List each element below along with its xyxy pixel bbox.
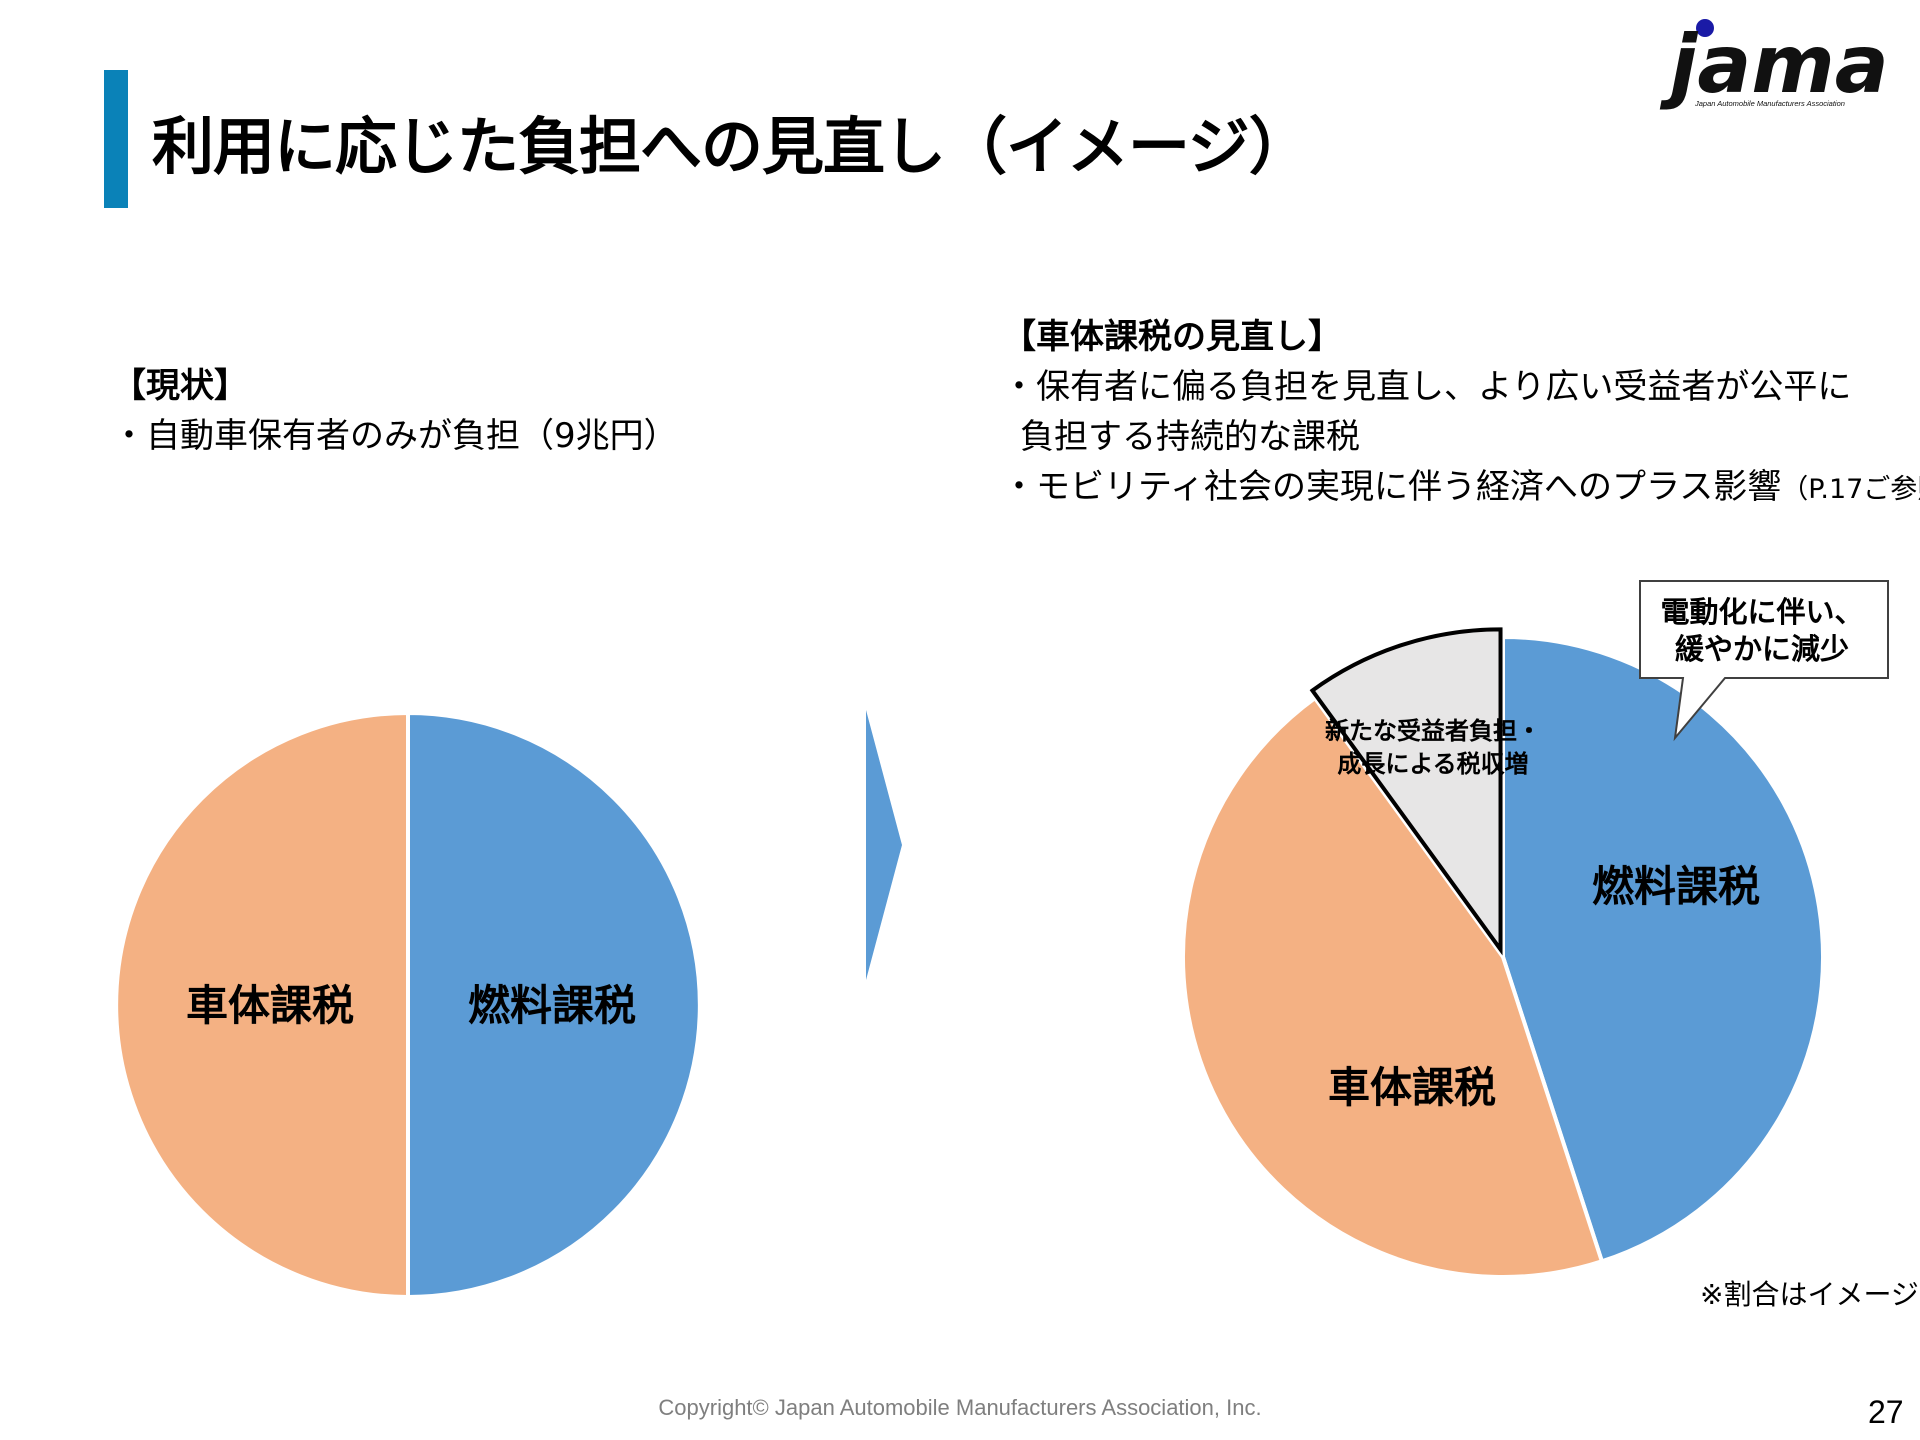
pie-slice-fuel-tax — [406, 710, 702, 1300]
logo-text: jama — [1659, 18, 1889, 111]
revision-bullet-1-line-1: ・保有者に偏る負担を見直し、より広い受益者が公平に — [1002, 367, 1852, 407]
logo-subtext: Japan Automobile Manufacturers Associati… — [1694, 99, 1845, 108]
copyright-footer: Copyright© Japan Automobile Manufacturer… — [658, 1395, 1262, 1420]
current-bullet: ・自動車保有者のみが負担（9兆円） — [112, 416, 678, 456]
pie-label-new-revenue-line-1: 新たな受益者負担・ — [1325, 717, 1541, 745]
pie-label-vehicle-tax: 車体課税 — [1328, 1063, 1496, 1112]
current-heading: 【現状】 — [112, 366, 248, 406]
revision-block: 【車体課税の見直し】 ・保有者に偏る負担を見直し、より広い受益者が公平に 負担す… — [1002, 312, 1920, 515]
pie-slice-vehicle-tax — [1181, 695, 1605, 1279]
revision-bullet-2-main: ・モビリティ社会の実現に伴う経済へのプラス影響 — [1002, 467, 1782, 507]
transition-arrow — [866, 710, 902, 980]
title-accent-bar — [104, 70, 128, 208]
callout: 電動化に伴い、 緩やかに減少 — [1639, 580, 1889, 742]
pie-label-vehicle-tax: 車体課税 — [186, 981, 354, 1030]
pie-slice-vehicle-tax — [114, 710, 410, 1300]
current-status-block: 【現状】 ・自動車保有者のみが負担（9兆円） — [112, 361, 678, 461]
pie-slice-fuel-tax — [1501, 634, 1826, 1264]
callout-box — [1639, 580, 1889, 742]
revision-bullet-2-note: （P.17ご参照） — [1781, 474, 1920, 505]
jama-logo: jama Japan Automobile Manufacturers Asso… — [1659, 18, 1889, 111]
pie-slice-new-revenue — [1309, 627, 1503, 956]
pie-label-fuel-tax: 燃料課税 — [468, 981, 636, 1030]
page-title: 利用に応じた負担への見直し（イメージ） — [152, 110, 1311, 183]
revision-bullet-2: ・モビリティ社会の実現に伴う経済へのプラス影響（P.17ご参照） — [1002, 462, 1920, 515]
revision-bullet-1-line-2: 負担する持続的な課税 — [1020, 417, 1360, 457]
callout-line-1: 電動化に伴い、 — [1660, 595, 1863, 629]
callout-line-2: 緩やかに減少 — [1675, 632, 1849, 666]
page-number: 27 — [1868, 1394, 1904, 1430]
logo-dot — [1696, 19, 1714, 37]
pie-label-new-revenue-line-2: 成長による税収増 — [1337, 750, 1528, 778]
pie-label-fuel-tax: 燃料課税 — [1592, 862, 1760, 911]
current-pie-chart: 燃料課税 車体課税 — [114, 710, 702, 1300]
ratio-note: ※割合はイメージ — [1700, 1278, 1919, 1311]
revision-heading: 【車体課税の見直し】 — [1002, 317, 1342, 357]
